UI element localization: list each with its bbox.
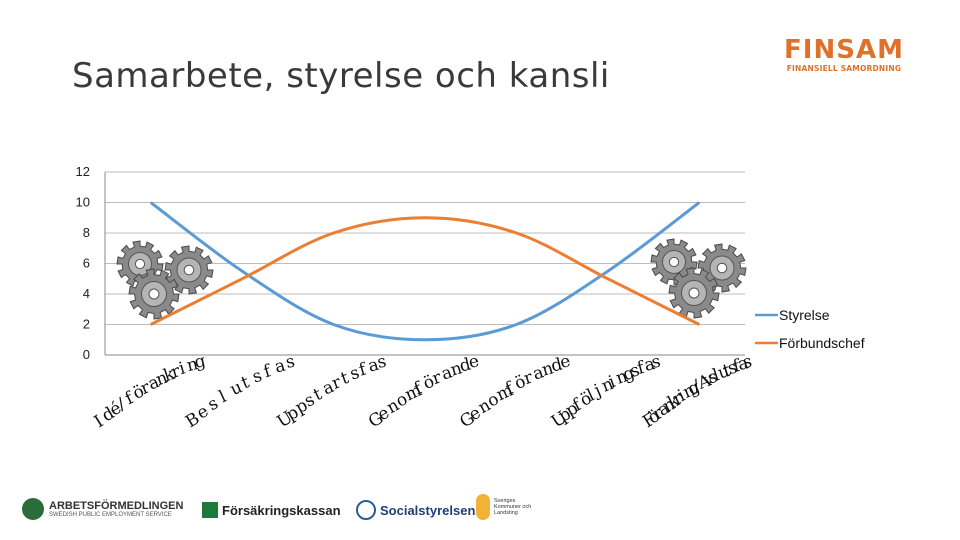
skl-name: Sveriges Kommuner och Landsting — [494, 498, 532, 516]
series-line-forbundschef — [150, 216, 700, 326]
x-category-label: Genomförande — [365, 351, 481, 432]
socialstyrelsen-logo: Socialstyrelsen — [356, 500, 475, 520]
finsam-logo-subtitle: FINANSIELL SAMORDNING — [786, 64, 902, 73]
legend-label: Styrelse — [779, 307, 830, 323]
gear-icon — [697, 243, 747, 293]
forsakringskassan-logo: Försäkringskassan — [202, 502, 341, 518]
y-tick-label: 8 — [83, 225, 90, 240]
y-tick-label: 4 — [83, 286, 90, 301]
arbetsformedlingen-logo: ARBETSFÖRMEDLINGEN SWEDISH PUBLIC EMPLOY… — [22, 498, 183, 520]
partner-logos: ARBETSFÖRMEDLINGEN SWEDISH PUBLIC EMPLOY… — [22, 494, 582, 530]
forsakringskassan-mark-icon — [202, 502, 218, 518]
x-category-label: Förankring/Avslutsfas — [639, 352, 754, 433]
y-tick-label: 0 — [83, 347, 90, 362]
socialstyrelsen-mark-icon — [356, 500, 376, 520]
skl-mark-icon — [476, 494, 490, 520]
legend-label: Förbundschef — [779, 335, 865, 351]
y-tick-label: 12 — [76, 164, 90, 179]
gear-icon — [650, 238, 698, 286]
arbetsformedlingen-mark-icon — [22, 498, 44, 520]
arbetsformedlingen-name: ARBETSFÖRMEDLINGEN — [49, 499, 184, 512]
arbetsformedlingen-subtitle: SWEDISH PUBLIC EMPLOYMENT SERVICE — [49, 511, 172, 518]
slide-title: Samarbete, styrelse och kansli — [72, 56, 610, 96]
socialstyrelsen-name: Socialstyrelsen — [380, 502, 476, 518]
gear-icon — [164, 245, 214, 295]
forsakringskassan-name: Försäkringskassan — [222, 502, 341, 518]
finsam-logo-name: FINSAM — [784, 35, 904, 65]
gear-icon — [668, 267, 720, 319]
finsam-logo: FINSAM FINANSIELL SAMORDNING — [782, 36, 906, 73]
gear-icon — [128, 268, 180, 320]
x-category-label: Idé/förankring — [91, 351, 208, 432]
y-tick-label: 2 — [83, 317, 90, 332]
y-tick-label: 10 — [76, 195, 90, 210]
series-line-styrelse — [149, 201, 701, 342]
phase-line-chart: 12 10 8 6 4 2 0 Styrelse Förbundschef Idé/förankr… — [76, 164, 865, 433]
y-tick-label: 6 — [83, 256, 90, 271]
skl-logo: Sveriges Kommuner och Landsting — [476, 494, 542, 520]
